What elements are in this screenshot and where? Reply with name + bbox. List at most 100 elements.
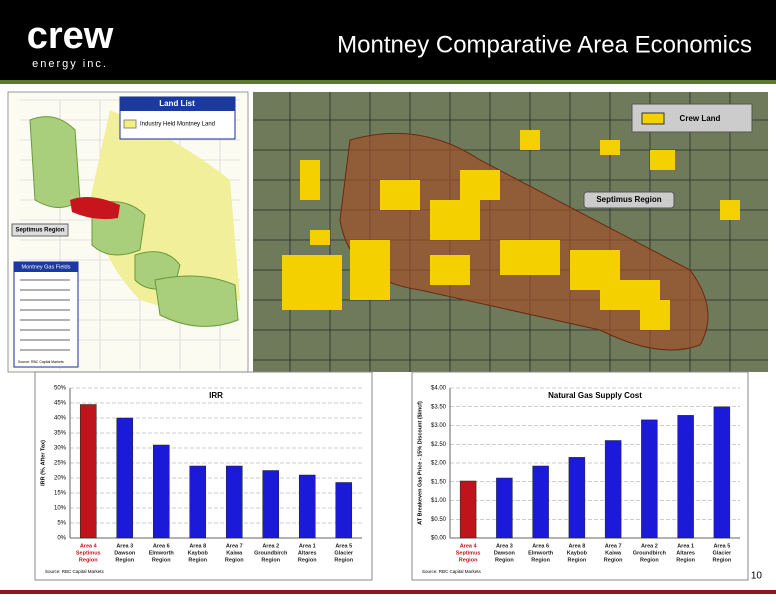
bar <box>677 415 694 539</box>
chart-source: Source: RBC Capital Markets <box>45 569 105 574</box>
x-tick-label: Altares <box>298 550 317 556</box>
header-band <box>0 0 776 80</box>
y-tick-label: 30% <box>54 446 67 452</box>
y-axis-label: AT Breakeven Gas Price - 15% Discount ($… <box>417 401 423 525</box>
x-tick-label: Area 5 <box>713 543 730 549</box>
x-tick-label: Kaybob <box>567 550 588 556</box>
x-tick-label: Area 8 <box>568 543 585 549</box>
bar <box>604 440 622 539</box>
chart-source: Source: RBC Capital Markets <box>422 569 482 574</box>
fields-title: Montney Gas Fields <box>22 264 71 270</box>
bar <box>116 417 134 539</box>
bar <box>189 465 207 539</box>
x-tick-label: Area 5 <box>335 543 352 549</box>
bar <box>641 419 658 539</box>
bar <box>79 404 97 539</box>
x-tick-label: Area 4 <box>80 543 98 549</box>
industry-land <box>90 110 240 310</box>
septimus-area <box>70 196 120 220</box>
x-tick-label: Area 7 <box>226 543 243 549</box>
y-tick-label: 0% <box>57 536 66 542</box>
x-tick-label: Kaiwa <box>605 550 622 556</box>
legend-swatch <box>123 119 137 129</box>
fields-list <box>20 279 70 351</box>
x-tick-label: Groundbirch <box>633 550 667 556</box>
x-tick-label: Region <box>152 557 171 563</box>
y-tick-label: 25% <box>54 461 67 467</box>
page-number: 10 <box>751 571 763 582</box>
y-tick-label: $4.00 <box>431 386 447 392</box>
bar <box>568 457 586 539</box>
y-tick-label: $1.50 <box>431 479 447 485</box>
footer-rule <box>0 590 776 594</box>
callout-box <box>11 223 69 237</box>
y-tick-label: 15% <box>54 491 67 497</box>
x-tick-label: Elmworth <box>528 550 554 556</box>
x-tick-label: Area 3 <box>496 543 513 549</box>
x-tick-label: Region <box>713 557 732 563</box>
logo-sub: energy inc. <box>32 58 108 70</box>
y-tick-label: 10% <box>54 506 67 512</box>
y-tick-label: $3.50 <box>431 404 447 410</box>
callout: Septimus Region <box>596 195 661 204</box>
x-tick-label: Area 1 <box>677 543 694 549</box>
y-tick-label: 20% <box>54 476 67 482</box>
x-tick-label: Region <box>459 557 478 563</box>
bar <box>532 465 549 539</box>
x-tick-label: Region <box>79 557 98 563</box>
legend-item: Crew Land <box>680 114 721 123</box>
y-tick-label: 40% <box>54 416 67 422</box>
chart-title: Natural Gas Supply Cost <box>548 391 642 400</box>
y-tick-label: 45% <box>54 401 67 407</box>
x-tick-label: Kaybob <box>188 550 209 556</box>
header-rule <box>0 80 776 84</box>
legend-swatch <box>641 112 665 125</box>
bar <box>459 480 477 539</box>
bar <box>335 482 353 539</box>
field-area <box>154 275 239 327</box>
callout: Septimus Region <box>15 228 64 234</box>
crew-land <box>282 130 740 330</box>
x-tick-label: Region <box>495 557 514 563</box>
x-tick-label: Dawson <box>494 550 516 556</box>
bar <box>496 477 513 539</box>
legend-header <box>120 97 235 111</box>
x-tick-label: Region <box>604 557 623 563</box>
x-tick-label: Groundbirch <box>254 550 288 556</box>
x-tick-label: Region <box>298 557 317 563</box>
callout-box <box>583 191 675 209</box>
slide-title: Montney Comparative Area Economics <box>337 31 752 58</box>
legend-title: Land List <box>159 99 195 108</box>
field-area <box>29 116 81 208</box>
x-tick-label: Area 4 <box>460 543 478 549</box>
y-axis-label: IRR (%, After Tax) <box>40 440 46 486</box>
bar <box>713 406 731 539</box>
x-tick-label: Region <box>640 557 659 563</box>
chart-title: IRR <box>209 391 223 400</box>
x-tick-label: Area 7 <box>605 543 622 549</box>
bar <box>152 444 170 539</box>
bar <box>262 470 280 539</box>
x-tick-label: Region <box>334 557 353 563</box>
y-tick-label: $1.00 <box>431 498 447 504</box>
x-tick-label: Region <box>568 557 587 563</box>
x-tick-label: Area 6 <box>532 543 549 549</box>
legend-item: Industry Held Montney Land <box>140 122 215 128</box>
x-tick-label: Area 2 <box>262 543 279 549</box>
x-tick-label: Septimus <box>456 550 481 556</box>
x-tick-label: Area 1 <box>299 543 316 549</box>
y-tick-label: $3.00 <box>431 423 447 429</box>
right-map: Crew Land Septimus Region <box>253 92 768 372</box>
x-tick-label: Area 8 <box>189 543 206 549</box>
x-tick-label: Septimus <box>76 550 101 556</box>
x-tick-label: Area 3 <box>116 543 133 549</box>
x-tick-label: Region <box>261 557 280 563</box>
fields-header <box>14 262 78 272</box>
x-tick-label: Glacier <box>334 550 354 556</box>
bar <box>225 465 243 539</box>
x-tick-label: Dawson <box>114 550 136 556</box>
y-tick-label: 35% <box>54 431 67 437</box>
left-map: Land List Industry Held Montney Land Sep… <box>7 91 249 373</box>
logo: crew <box>27 15 114 57</box>
